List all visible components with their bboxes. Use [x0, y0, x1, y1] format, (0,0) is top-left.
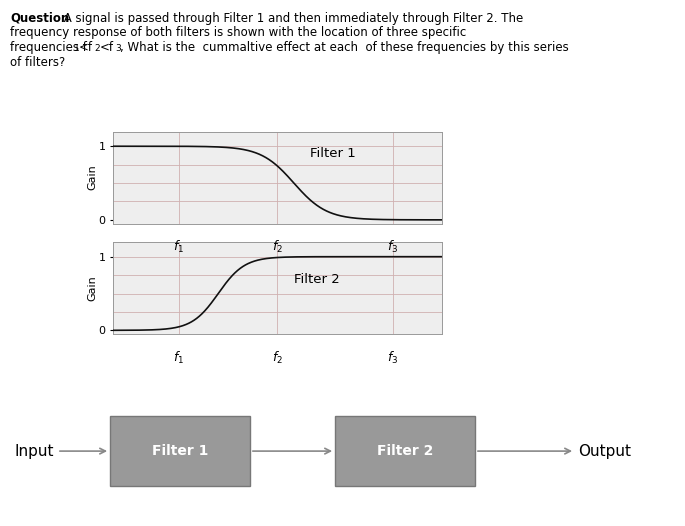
Text: Filter 2: Filter 2	[377, 444, 433, 458]
Text: 3: 3	[115, 44, 121, 53]
Text: 2: 2	[95, 44, 100, 53]
Text: of filters?: of filters?	[10, 56, 66, 69]
Y-axis label: Gain: Gain	[87, 165, 97, 190]
Text: $f_3$: $f_3$	[387, 350, 398, 366]
Text: A signal is passed through Filter 1 and then immediately through Filter 2. The: A signal is passed through Filter 1 and …	[60, 12, 523, 25]
Text: frequency response of both filters is shown with the location of three specific: frequency response of both filters is sh…	[10, 26, 466, 39]
Text: $f_1$: $f_1$	[173, 350, 184, 366]
Bar	[110, 416, 250, 486]
Y-axis label: Gain: Gain	[87, 275, 97, 301]
Text: <f: <f	[79, 41, 92, 54]
Text: Filter 1: Filter 1	[310, 147, 356, 160]
Text: <f: <f	[99, 41, 113, 54]
Text: $f_1$: $f_1$	[173, 239, 184, 256]
Text: Filter 2: Filter 2	[294, 274, 340, 286]
Text: 1: 1	[74, 44, 79, 53]
Text: Filter 1: Filter 1	[152, 444, 208, 458]
Text: Question: Question	[10, 12, 69, 25]
Text: Input: Input	[15, 443, 55, 459]
Text: frequencies f: frequencies f	[10, 41, 87, 54]
Text: $f_2$: $f_2$	[272, 239, 283, 256]
Text: $f_2$: $f_2$	[272, 350, 283, 366]
Text: , What is the  cummaltive effect at each  of these frequencies by this series: , What is the cummaltive effect at each …	[120, 41, 569, 54]
Bar	[335, 416, 475, 486]
Text: Output: Output	[578, 443, 631, 459]
Text: $f_3$: $f_3$	[387, 239, 398, 256]
